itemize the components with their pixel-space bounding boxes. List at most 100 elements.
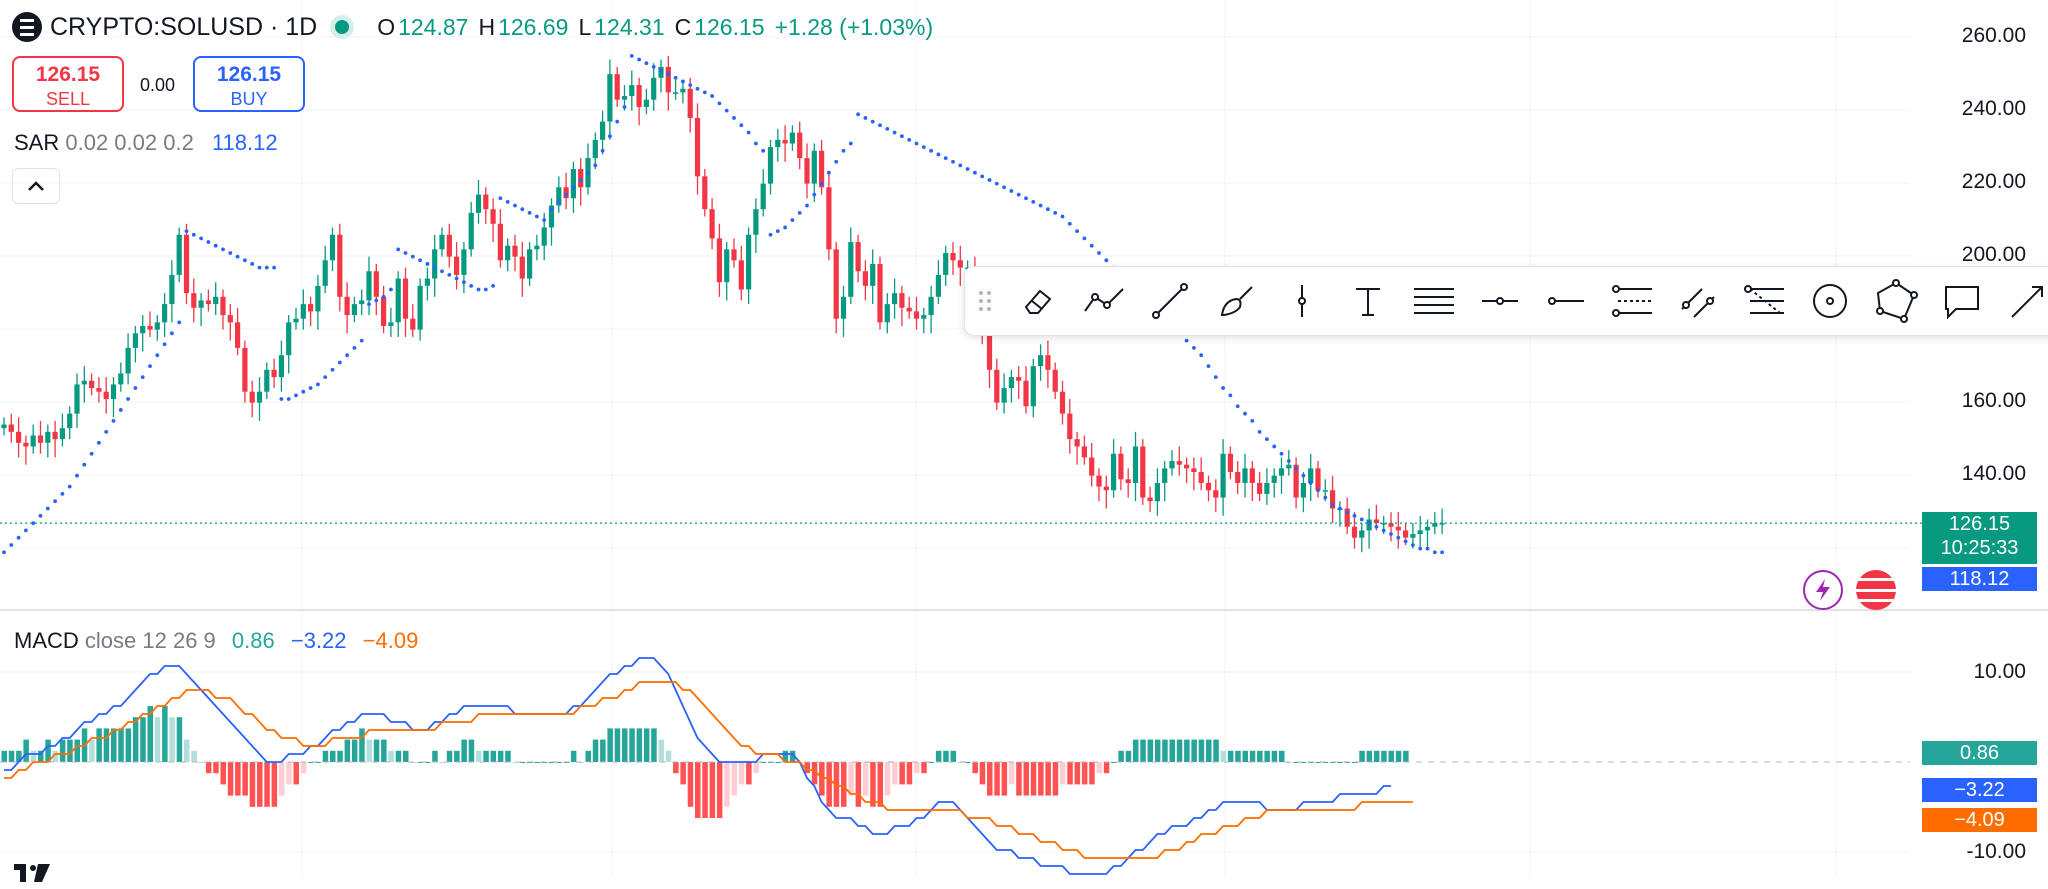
sar-dot [980, 174, 985, 179]
macd-histogram-bar [96, 728, 102, 762]
pitchfork-icon[interactable] [1731, 268, 1797, 334]
candle-body [716, 238, 722, 283]
candle-body [731, 249, 737, 261]
candle-body [344, 296, 350, 316]
candle-body [1052, 369, 1058, 392]
sar-dot [622, 105, 627, 109]
drag-handle-icon[interactable] [965, 268, 1005, 334]
candle-body [811, 150, 817, 184]
price-tick: 200.00 [1961, 243, 2026, 266]
brush-icon[interactable] [1203, 268, 1269, 334]
macd-histogram-bar [1067, 762, 1073, 785]
candle-body [943, 253, 949, 275]
candle-body [870, 263, 876, 286]
us-flag-icon[interactable] [1856, 570, 1896, 610]
candle-body [74, 384, 80, 414]
candle-body [913, 311, 920, 319]
horizontal-line-icon[interactable] [1533, 268, 1599, 334]
sar-dot [221, 247, 225, 252]
macd-histogram-bar [111, 728, 117, 762]
sar-dot [447, 273, 452, 277]
collapse-legend-button[interactable] [12, 168, 60, 204]
circle-icon[interactable] [1797, 268, 1863, 334]
macd-histogram-bar [468, 739, 475, 762]
macd-histogram-bar [1169, 739, 1175, 762]
macd-histogram-bar [125, 728, 132, 762]
fib-retracement-icon[interactable] [1599, 268, 1665, 334]
candle-body [242, 347, 248, 392]
sar-dot [1440, 550, 1444, 555]
polygon-icon[interactable] [1863, 268, 1929, 334]
candle-body [877, 263, 883, 323]
sell-button[interactable]: 126.15 SELL [12, 56, 124, 112]
candle-body [899, 293, 905, 308]
candle-body [176, 234, 182, 275]
sar-dot [1425, 546, 1430, 551]
sar-dot [9, 543, 14, 547]
sar-legend[interactable]: SAR 0.02 0.02 0.2 118.12 [14, 130, 278, 156]
path-icon[interactable] [1071, 268, 1137, 334]
sar-dot [301, 389, 306, 394]
sar-dot [549, 207, 554, 212]
sar-dot [213, 243, 218, 248]
macd-histogram-bar [257, 762, 263, 807]
text-icon[interactable] [1335, 268, 1401, 334]
eraser-icon[interactable] [1005, 268, 1071, 334]
candle-body [709, 209, 715, 239]
macd-histogram-bar [709, 762, 716, 818]
candle-body [1257, 482, 1263, 494]
sar-dot [666, 72, 671, 77]
sar-dot [900, 134, 904, 139]
trend-line-icon[interactable] [1137, 268, 1203, 334]
candle-body [264, 369, 270, 392]
comment-icon[interactable] [1929, 268, 1995, 334]
macd-legend[interactable]: MACD close 12 26 9 0.86 −3.22 −4.09 [14, 628, 418, 654]
buy-button[interactable]: 126.15 BUY [193, 56, 305, 112]
macd-histogram-bar [1220, 750, 1227, 762]
candle-body [110, 384, 117, 399]
sar-dot [987, 178, 992, 182]
candle-body [935, 274, 941, 297]
candle-body [512, 245, 518, 257]
vertical-line-icon[interactable] [1269, 268, 1335, 334]
arrow-icon[interactable] [1995, 268, 2048, 334]
horizontal-ray-icon[interactable] [1467, 268, 1533, 334]
candle-body [59, 428, 65, 440]
candle-body [862, 271, 868, 286]
candle-body [1388, 523, 1394, 527]
low-label: L [578, 13, 592, 40]
symbol-title[interactable]: CRYPTO:SOLUSD · 1D [50, 12, 318, 41]
macd-histogram-bar [30, 750, 37, 762]
sar-dot [1097, 251, 1101, 255]
sar-dot [1046, 207, 1050, 212]
sar-dot [199, 236, 204, 241]
horizontal-lines-icon[interactable] [1401, 268, 1467, 334]
sar-dot [702, 90, 707, 95]
sar-dot [1235, 404, 1240, 409]
candle-body [67, 413, 73, 429]
candle-body [541, 227, 547, 246]
lightning-icon[interactable] [1803, 570, 1843, 610]
price-tick: 240.00 [1961, 97, 2026, 120]
macd-hist-value: 0.86 [231, 628, 275, 653]
candle-body [125, 347, 131, 374]
macd-histogram-bar [1264, 750, 1270, 762]
macd-histogram-bar [1366, 750, 1373, 762]
candle-body [1074, 439, 1080, 447]
macd-histogram-bar [935, 750, 942, 762]
macd-histogram-bar [184, 739, 190, 762]
candle-body [89, 380, 95, 389]
macd-histogram-bar [760, 762, 767, 763]
parallel-channel-icon[interactable] [1665, 268, 1731, 334]
candle-body [1162, 468, 1168, 483]
sar-dot [958, 163, 963, 168]
candle-body [1249, 468, 1255, 483]
sar-dot [279, 397, 284, 401]
sar-dot [761, 148, 766, 153]
sar-dot [856, 112, 860, 117]
flag-stripe [1856, 577, 1896, 581]
sar-dot [615, 119, 620, 124]
sar-dot [330, 367, 335, 372]
candle-body [402, 278, 409, 319]
